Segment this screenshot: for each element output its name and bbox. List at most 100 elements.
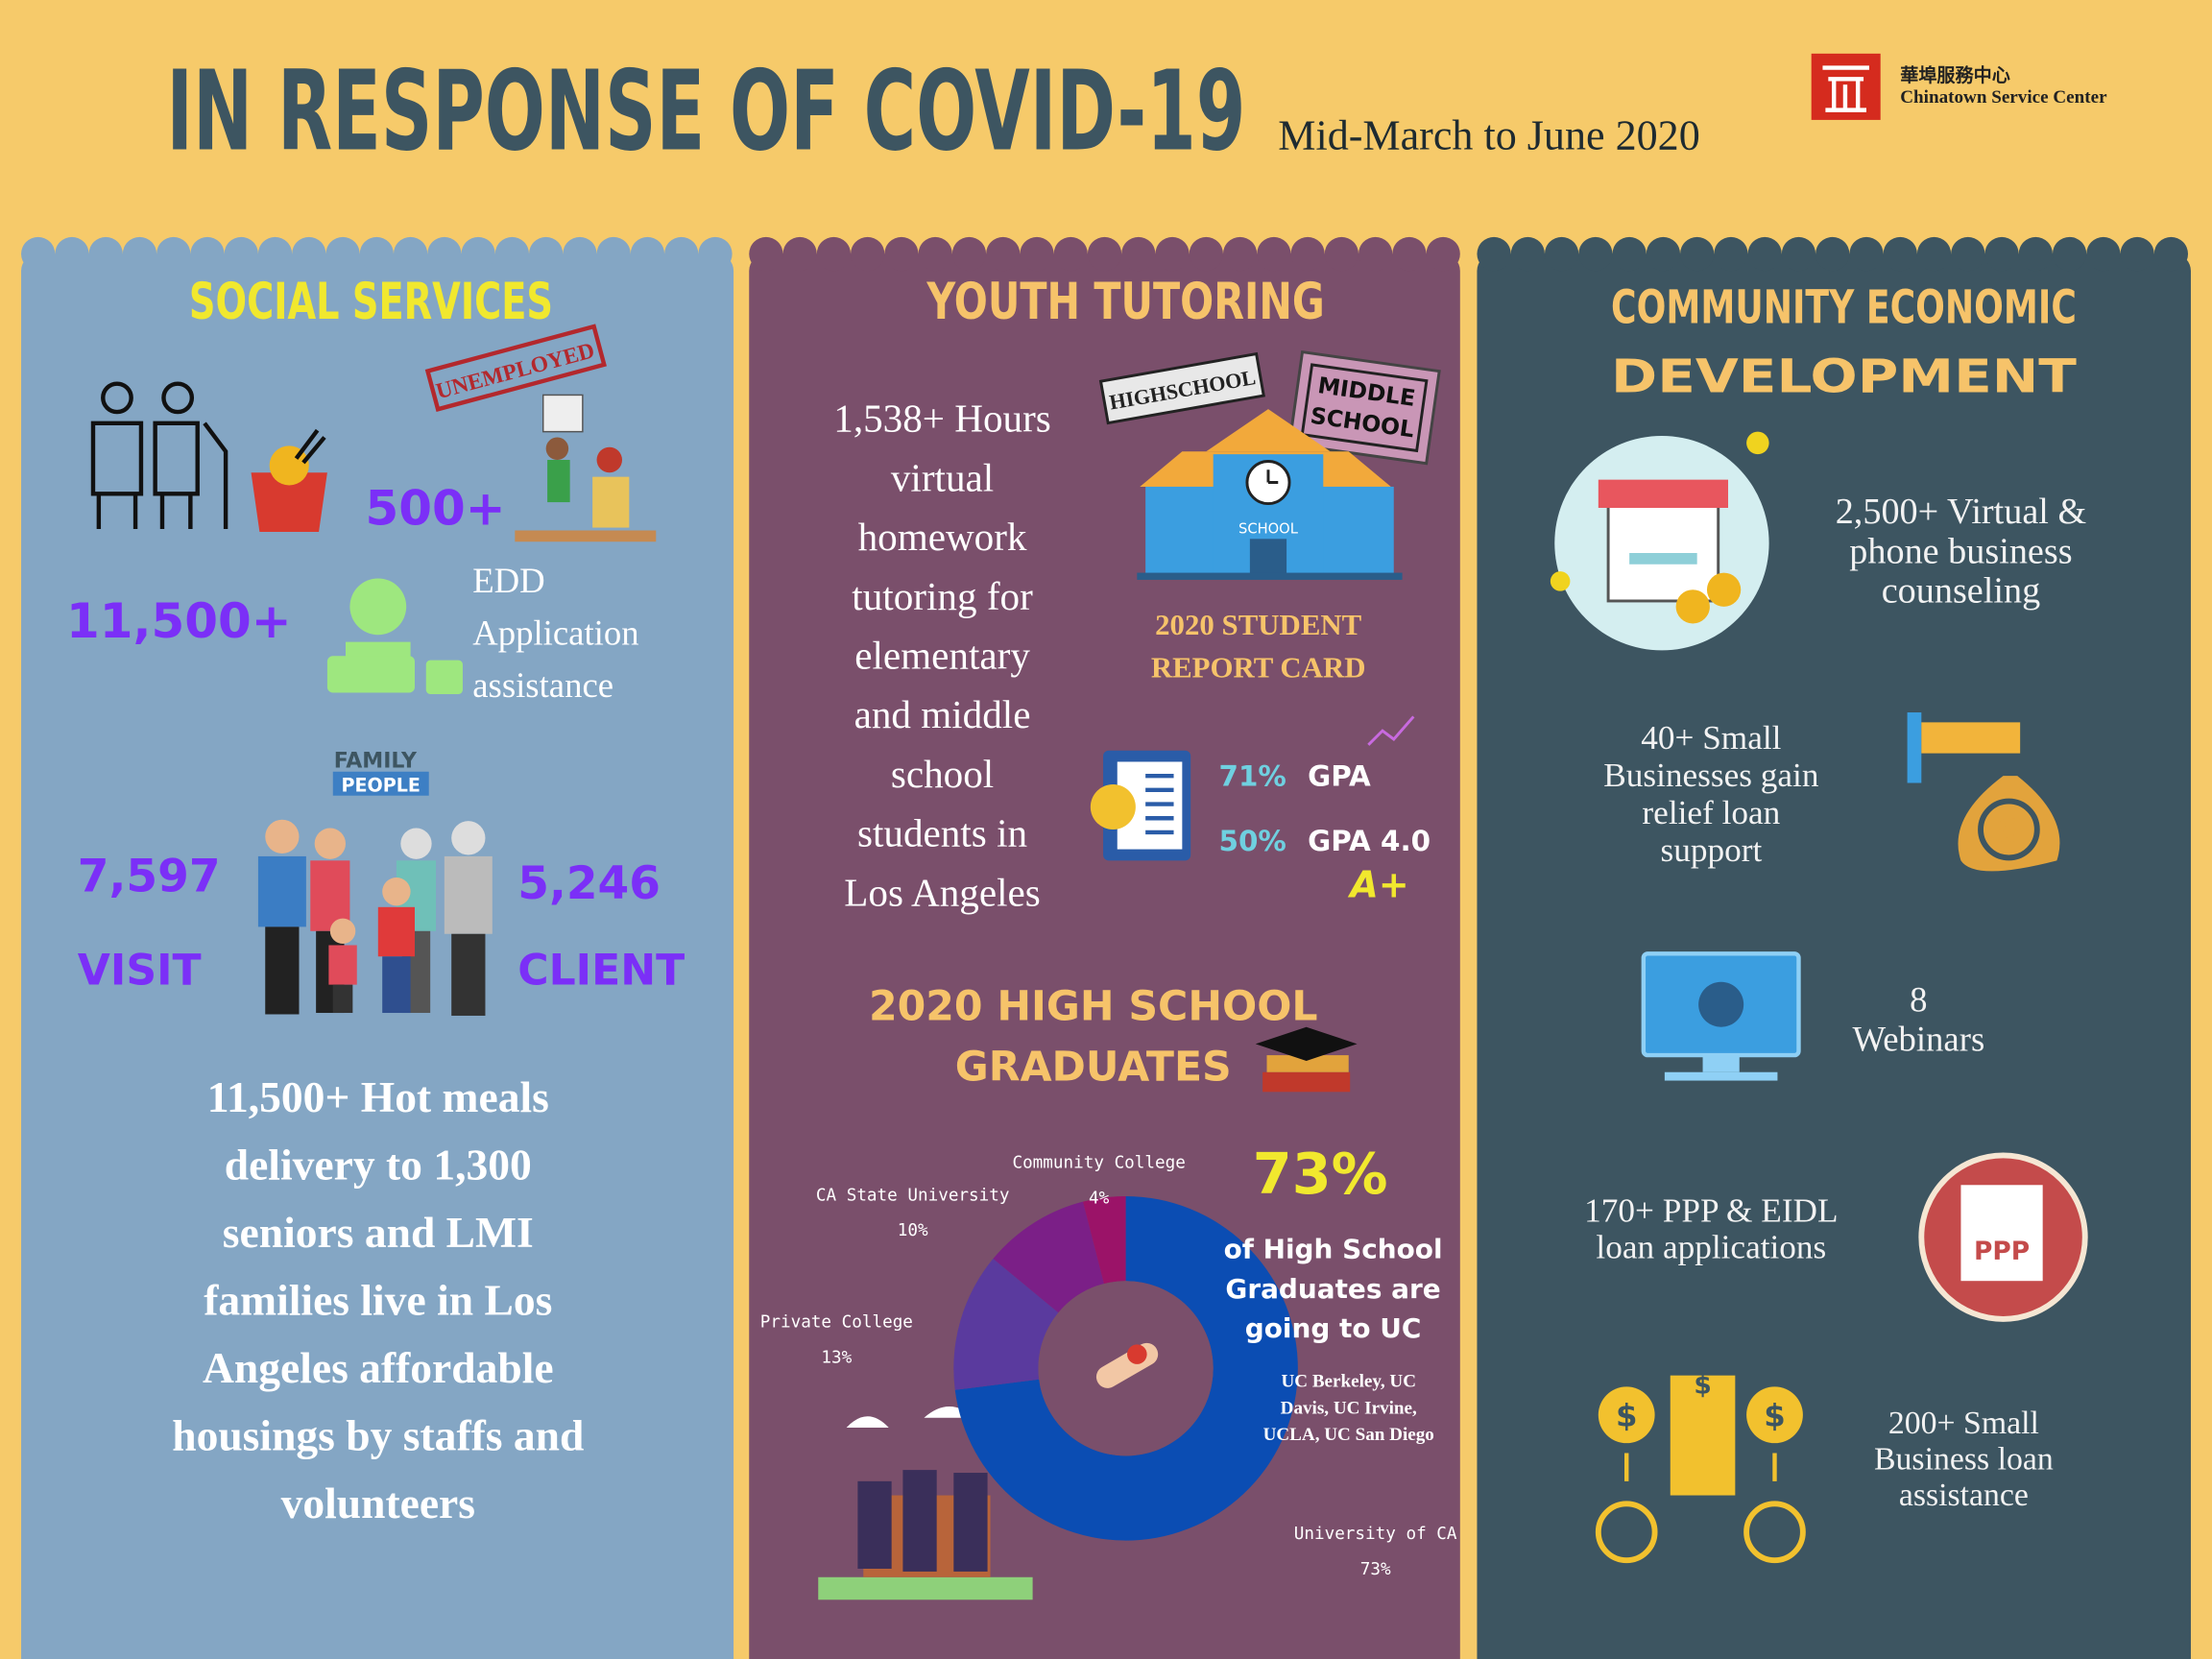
item-text: 2,500+ Virtual & — [1836, 492, 2087, 532]
school-sign: SCHOOL — [1238, 520, 1299, 537]
uc-campuses: UC Berkeley, UC — [1281, 1371, 1416, 1391]
webinar-icon — [1641, 951, 1801, 1081]
panel-scallop — [1257, 236, 1291, 272]
panel-scallop — [359, 236, 394, 272]
stamp-high — [1098, 351, 1265, 425]
ppp-document — [1960, 1185, 2043, 1282]
panel-scallop — [190, 236, 225, 272]
panel-scallop — [630, 236, 665, 272]
page-title: IN RESPONSE OF COVID-19 — [166, 49, 1245, 177]
stamp-middle — [1287, 349, 1441, 466]
logo-chinese: 華埠服務中心 — [1900, 64, 2010, 86]
food-box-icon — [251, 428, 327, 532]
panel-scallop — [1984, 236, 2019, 272]
panel-scallop — [1053, 236, 1088, 272]
storefront-icon — [1550, 431, 1769, 651]
item-text: support — [1660, 831, 1762, 869]
gpa-label: GPA — [1308, 759, 1371, 792]
meals-text: volunteers — [281, 1479, 475, 1527]
panel-scallop — [156, 236, 191, 272]
panel-scallop — [1747, 236, 1782, 272]
family-icon — [257, 819, 493, 1016]
stat-label: VISIT — [78, 947, 202, 996]
stat: 11,500+ — [66, 593, 292, 649]
panel-scallop — [851, 236, 885, 272]
donut-segment — [993, 1201, 1104, 1313]
section-title: SOCIAL SERVICES — [189, 273, 553, 331]
meals-text: 11,500+ Hot meals — [207, 1072, 549, 1121]
panel-scallop — [951, 236, 987, 272]
panel-scallop — [325, 236, 360, 272]
donut-value-label: 73% — [1360, 1560, 1391, 1579]
panel-scallop — [2153, 236, 2189, 272]
stat-label: EDD — [472, 561, 544, 600]
panel-scallop — [224, 236, 258, 272]
panel-scallop — [292, 236, 326, 272]
stamp — [424, 324, 607, 412]
report-card-title: REPORT CARD — [1151, 651, 1366, 684]
graduates-illustration — [818, 1406, 1033, 1600]
panel — [21, 253, 734, 1659]
donut-value-label: 10% — [898, 1221, 928, 1240]
money-bag-icon — [1907, 712, 2060, 872]
tutoring-text: and middle — [854, 692, 1031, 736]
panel-scallop — [257, 236, 293, 272]
grade: A+ — [1347, 865, 1409, 907]
panel-scallop — [918, 236, 952, 272]
panel-scallop — [1849, 236, 1884, 272]
meals-text: delivery to 1,300 — [225, 1140, 532, 1189]
tutoring-text: virtual — [891, 455, 994, 499]
donut-value-label: 4% — [1089, 1189, 1110, 1208]
panel-scallop — [1087, 236, 1122, 272]
panel-scallop — [1781, 236, 1816, 272]
uc-text: going to UC — [1245, 1312, 1422, 1344]
item-text: Businesses gain — [1603, 757, 1819, 794]
panel-scallop — [2052, 236, 2087, 272]
panel-scallop — [88, 236, 123, 272]
panel-scallop — [1916, 236, 1952, 272]
tutoring-text: school — [891, 752, 994, 796]
uc-share: 73% — [1253, 1141, 1388, 1207]
item-text: assistance — [1899, 1478, 2029, 1513]
tutoring-text: elementary — [854, 633, 1030, 677]
uc-campuses: Davis, UC Irvine, — [1281, 1398, 1417, 1418]
gpa-share: 50% — [1219, 825, 1286, 857]
panel-scallop — [1477, 236, 1511, 272]
report-card-title: 2020 STUDENT — [1155, 609, 1362, 641]
loan-icon — [1595, 1375, 1806, 1564]
item-text: phone business — [1849, 531, 2072, 571]
section-title: YOUTH TUTORING — [926, 273, 1325, 331]
panel-scallop — [1222, 236, 1258, 272]
meals-text: Angeles affordable — [203, 1343, 554, 1392]
panel-scallop — [816, 236, 852, 272]
panel-scallop — [1392, 236, 1427, 272]
currency-symbol: $ — [1616, 1398, 1637, 1434]
panel-scallop — [1510, 236, 1545, 272]
panel-scallop — [1020, 236, 1054, 272]
school-icon — [1137, 409, 1403, 580]
uc-text: Graduates are — [1225, 1273, 1440, 1305]
donut-chart: University of CA 73% Private College 13% CA … — [760, 1154, 1457, 1579]
panel-scallop — [749, 236, 783, 272]
panel-scallop — [563, 236, 597, 272]
donut-segment — [954, 1196, 1298, 1541]
protest-icon — [515, 394, 657, 542]
meals-text: housings by staffs and — [172, 1411, 584, 1460]
panel-scallop — [1612, 236, 1647, 272]
panel-scallop — [1426, 236, 1460, 272]
donut-category-label: Community College — [1012, 1154, 1185, 1173]
donut-segment — [1082, 1196, 1126, 1285]
currency-symbol: $ — [1694, 1371, 1711, 1401]
logo-glyph — [1822, 65, 1869, 112]
trend-icon — [1367, 715, 1415, 746]
panel-scallop — [884, 236, 919, 272]
panel-scallop — [1815, 236, 1850, 272]
edd-icon — [326, 578, 463, 694]
diploma-icon — [1095, 1342, 1159, 1388]
subtitle: Mid-March to June 2020 — [1278, 112, 1700, 159]
panel-scallop — [986, 236, 1021, 272]
currency-symbol: $ — [1764, 1398, 1785, 1434]
logo-english: Chinatown Service Center — [1900, 87, 2107, 108]
stat: 500+ — [366, 481, 506, 537]
